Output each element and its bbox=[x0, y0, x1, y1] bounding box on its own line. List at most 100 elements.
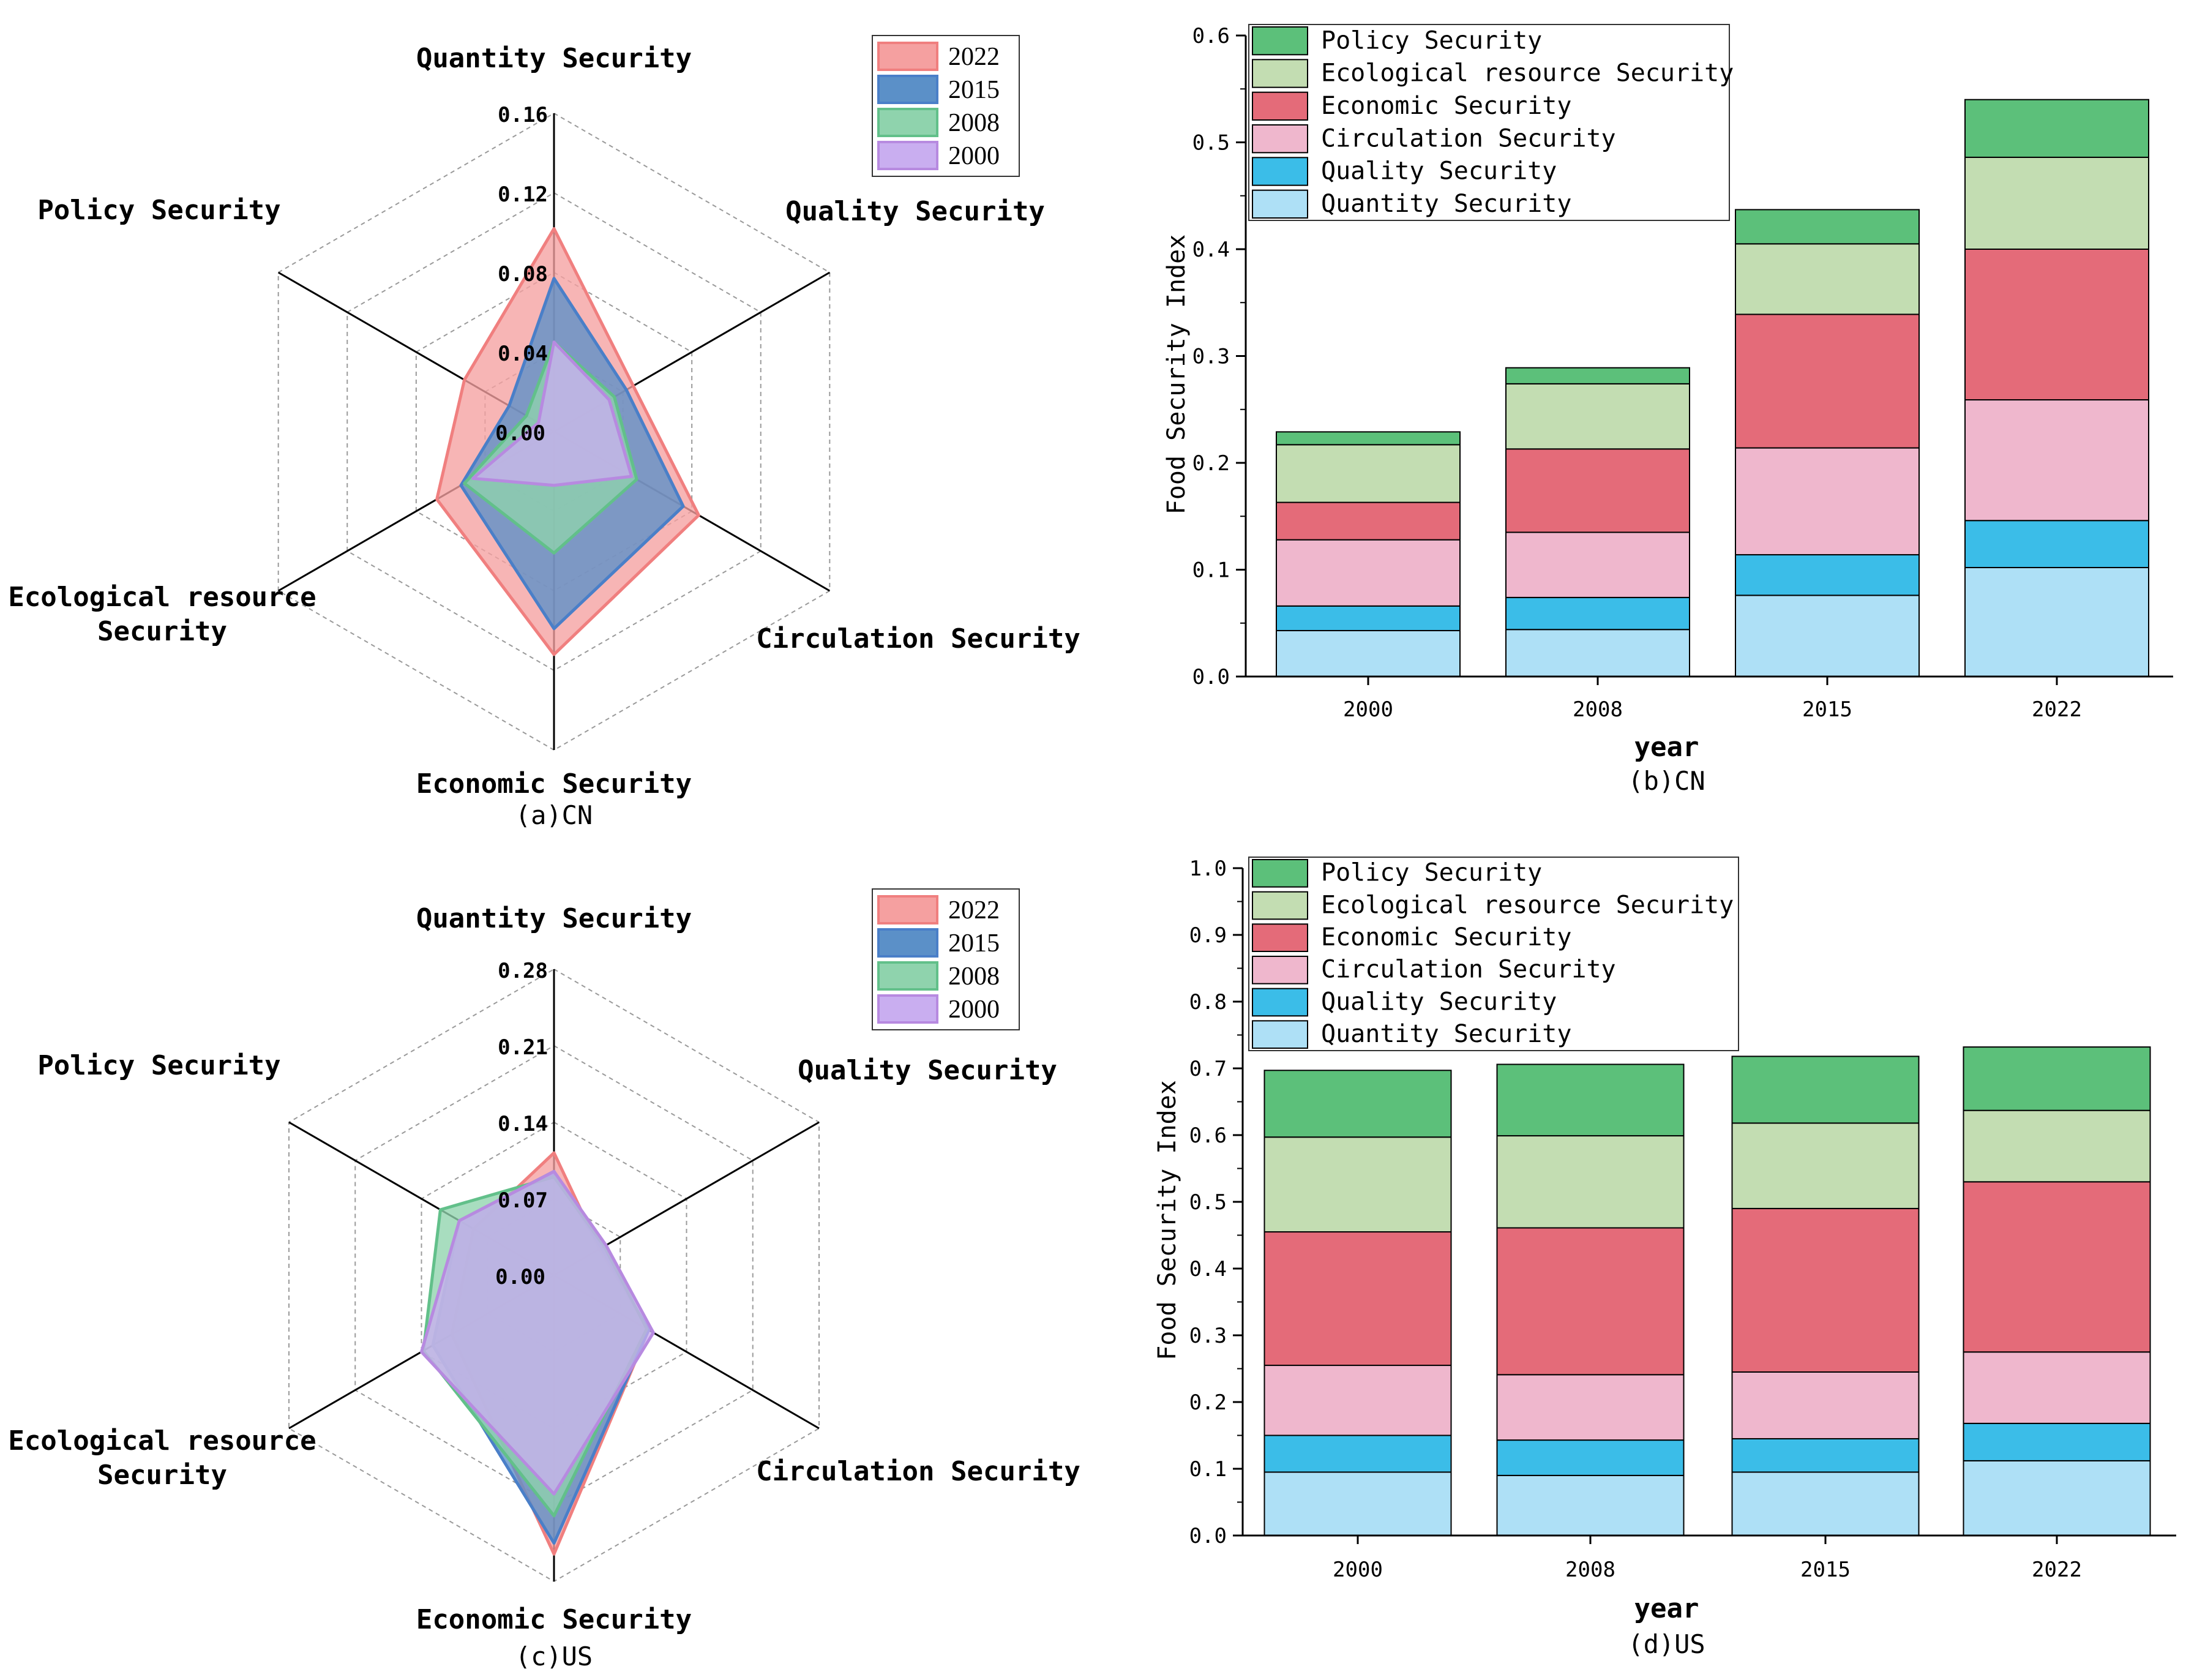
legend-label: Circulation Security bbox=[1321, 124, 1616, 152]
y-axis-label: Food Security Index bbox=[1153, 1080, 1181, 1360]
chart-caption: (a)CN bbox=[515, 800, 593, 830]
legend-label: 2008 bbox=[948, 962, 1000, 991]
x-axis-label: year bbox=[1634, 732, 1699, 763]
bar-segment bbox=[1496, 1063, 1685, 1137]
x-tick-label: 2000 bbox=[1333, 1558, 1383, 1582]
bar-segment bbox=[1963, 1046, 2151, 1111]
radar-axis-label: Ecological resource bbox=[8, 582, 316, 613]
legend-label: Quality Security bbox=[1321, 988, 1557, 1016]
bar-segment bbox=[1263, 1434, 1452, 1473]
legend: 2022 2015 2008 2000 bbox=[872, 888, 1020, 1030]
radar-axis-label: Circulation Security bbox=[756, 623, 1080, 654]
legend-label: Ecological resource Security bbox=[1321, 59, 1734, 88]
bar-chart-b: 0.0 0.1 0.2 0.3 0.4 0.5 0.6 2000 2008 2015 2022 yea… bbox=[1162, 24, 2173, 796]
legend-swatch bbox=[1252, 91, 1308, 121]
legend-swatch bbox=[1252, 26, 1308, 56]
y-tick-label: 0.8 bbox=[1189, 990, 1227, 1014]
x-tick-label: 2022 bbox=[2032, 697, 2082, 722]
legend-label: Quantity Security bbox=[1321, 1020, 1571, 1048]
legend-label: Economic Security bbox=[1321, 92, 1571, 120]
legend-swatch bbox=[1252, 1020, 1308, 1049]
bar-segment bbox=[1731, 1207, 1920, 1373]
legend-swatch bbox=[1252, 859, 1308, 888]
y-tick-label: 0.3 bbox=[1192, 345, 1230, 369]
y-tick-label: 0.6 bbox=[1189, 1123, 1227, 1148]
x-tick-label: 2008 bbox=[1565, 1558, 1615, 1582]
bar-segment bbox=[1276, 629, 1461, 677]
legend-label: 2008 bbox=[948, 109, 1000, 137]
radar-axis-label: Quantity Security bbox=[416, 903, 692, 934]
legend-label: Circulation Security bbox=[1321, 956, 1616, 984]
legend-label: Policy Security bbox=[1321, 859, 1542, 887]
bar-chart-d: 0.0 0.1 0.2 0.3 0.4 0.5 0.6 0.7 0.8 0.9 1.0 2000 200… bbox=[1153, 857, 2176, 1659]
bar-segment bbox=[1735, 594, 1920, 677]
radar-tick-label: 0.14 bbox=[498, 1112, 548, 1136]
radar-tick-label: 0.04 bbox=[498, 342, 548, 366]
bar-segment bbox=[1276, 444, 1461, 503]
legend-label: 2015 bbox=[948, 929, 1000, 958]
x-tick-label: 2022 bbox=[2032, 1558, 2082, 1582]
bar-segment bbox=[1964, 399, 2149, 522]
legend-swatch bbox=[877, 141, 938, 170]
x-tick-label: 2015 bbox=[1800, 1558, 1851, 1582]
bar-segment bbox=[1731, 1438, 1920, 1473]
legend: Policy Security Ecological resource Secur… bbox=[1248, 857, 1739, 1051]
radar-series-2000 bbox=[419, 1169, 655, 1496]
radar-tick-label: 0.21 bbox=[498, 1035, 548, 1060]
radar-tick-label: 0.12 bbox=[498, 182, 548, 207]
y-tick-label: 0.4 bbox=[1189, 1257, 1227, 1281]
bar-segment bbox=[1964, 567, 2149, 678]
legend-swatch bbox=[877, 994, 938, 1024]
y-tick-label: 0.9 bbox=[1189, 923, 1227, 948]
legend-swatch bbox=[877, 928, 938, 958]
legend-label: 2022 bbox=[948, 43, 1000, 71]
bar-segment bbox=[1963, 1422, 2151, 1461]
legend-label: 2000 bbox=[948, 142, 1000, 170]
bar-segment bbox=[1263, 1471, 1452, 1536]
legend-label: Policy Security bbox=[1321, 26, 1542, 54]
bar-segment bbox=[1963, 1460, 2151, 1536]
legend-label: 2015 bbox=[948, 76, 1000, 104]
y-tick-label: 0.0 bbox=[1192, 665, 1230, 689]
x-tick-label: 2015 bbox=[1802, 697, 1852, 722]
legend-label: 2022 bbox=[948, 896, 1000, 924]
bar-segment bbox=[1276, 501, 1461, 541]
bar-segment bbox=[1263, 1231, 1452, 1367]
chart-caption: (b)CN bbox=[1628, 766, 1705, 796]
y-tick-label: 0.1 bbox=[1192, 558, 1230, 583]
bar-segment bbox=[1731, 1371, 1920, 1439]
legend-swatch bbox=[877, 961, 938, 991]
y-tick-label: 0.7 bbox=[1189, 1057, 1227, 1081]
y-tick-label: 0.2 bbox=[1189, 1390, 1227, 1415]
x-tick-label: 2000 bbox=[1343, 697, 1393, 722]
bar-segment bbox=[1963, 1181, 2151, 1353]
bar-segment bbox=[1963, 1109, 2151, 1183]
legend-label: Quality Security bbox=[1321, 157, 1557, 186]
bar-segment bbox=[1276, 539, 1461, 607]
bar-segment bbox=[1505, 448, 1690, 533]
x-tick-label: 2008 bbox=[1573, 697, 1623, 722]
y-axis-label: Food Security Index bbox=[1162, 234, 1191, 515]
bar-segment bbox=[1964, 99, 2149, 158]
bar-segment bbox=[1735, 243, 1920, 315]
radar-axis-label: Quality Security bbox=[785, 196, 1045, 227]
legend-swatch bbox=[877, 42, 938, 71]
legend-label: Quantity Security bbox=[1321, 190, 1571, 218]
y-tick-label: 1.0 bbox=[1189, 857, 1227, 881]
y-tick-label: 0.6 bbox=[1192, 24, 1230, 48]
legend-swatch bbox=[1252, 923, 1308, 953]
y-tick-label: 0.3 bbox=[1189, 1324, 1227, 1348]
legend-swatch bbox=[1252, 124, 1308, 154]
bar-segment bbox=[1735, 313, 1920, 449]
y-tick-label: 0.2 bbox=[1192, 451, 1230, 476]
y-tick-label: 0.0 bbox=[1189, 1524, 1227, 1548]
y-tick-label: 0.4 bbox=[1192, 238, 1230, 262]
radar-tick-label: 0.16 bbox=[498, 103, 548, 127]
bar-segment bbox=[1276, 605, 1461, 631]
bar-segment bbox=[1731, 1056, 1920, 1124]
legend-swatch bbox=[877, 75, 938, 104]
radar-axis-label: Circulation Security bbox=[756, 1456, 1080, 1487]
bar-segment bbox=[1505, 367, 1690, 384]
